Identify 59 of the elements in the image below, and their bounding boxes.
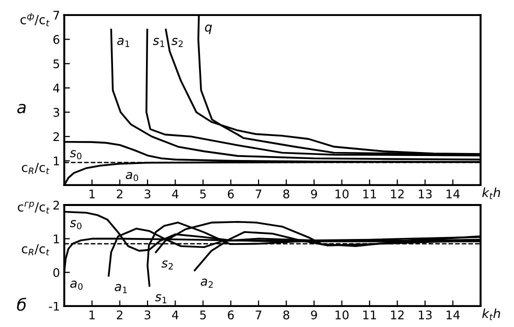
x-tick-label: 13 — [418, 189, 432, 198]
x-tick-label: 2 — [116, 189, 122, 198]
x-tick-label: 12 — [391, 189, 404, 198]
x-tick-label: 11 — [363, 190, 376, 198]
x-tick-label: 3 — [144, 310, 150, 320]
x-tick-label: 11 — [363, 310, 376, 320]
y-tick-label: 6 — [53, 35, 60, 44]
x-tick-label: 7 — [256, 190, 262, 198]
series-label: s$_{2}$ — [172, 38, 183, 47]
series-label: a$_{1}$ — [114, 284, 127, 294]
y-tick-label: 4 — [53, 84, 60, 92]
x-axis-title: k$_{t}$h — [482, 308, 500, 320]
text: б — [17, 298, 26, 311]
x-tick-label: 3 — [144, 189, 150, 198]
series-label: a$_{0}$ — [126, 172, 138, 182]
ref-line-label: c$_{R}$/c$_{t}$ — [22, 244, 50, 256]
x-tick-label: 5 — [200, 310, 206, 320]
x-tick-label: 14 — [446, 310, 460, 320]
x-tick-label: 9 — [311, 310, 317, 320]
x-tick-label: 14 — [446, 190, 460, 198]
series-label: a$_{0}$ — [70, 280, 83, 290]
x-tick-label: 9 — [311, 189, 317, 198]
series-label: s$_{0}$ — [70, 150, 82, 160]
x-tick-label: 5 — [200, 190, 206, 198]
y-tick-label: 7 — [54, 10, 60, 20]
x-tick-label: 8 — [283, 310, 290, 320]
y-axis-title: c$^{гр}$/c$_{t}$ — [18, 202, 50, 214]
y-tick-label: 1 — [54, 156, 59, 166]
y-axis-title: c$^{ф}$/c$_{t}$ — [20, 12, 50, 26]
y-tick-label: 3 — [53, 108, 60, 117]
text: а — [17, 104, 26, 114]
series-label: s$_{2}$ — [162, 260, 173, 270]
series-label: q — [204, 24, 212, 34]
y-tick-label: -1 — [48, 302, 59, 311]
x-tick-label: 6 — [228, 189, 234, 198]
y-tick-label: 5 — [53, 60, 60, 68]
x-tick-label: 10 — [336, 189, 349, 198]
y-tick-label: 2 — [53, 200, 59, 210]
x-axis-title: k$_{t}$h — [482, 188, 500, 200]
x-tick-label: 1 — [90, 190, 95, 198]
x-tick-label: 12 — [391, 310, 404, 320]
x-tick-label: 10 — [336, 310, 349, 320]
series-label: s$_{1}$ — [155, 294, 166, 304]
series-label: a$_{2}$ — [200, 278, 213, 288]
series-label: s$_{0}$ — [70, 220, 82, 230]
y-tick-label: 2 — [53, 132, 59, 141]
series-label: a$_{1}$ — [117, 38, 130, 47]
x-tick-label: 7 — [256, 310, 262, 320]
x-tick-label: 2 — [116, 310, 122, 320]
series-label: s$_{1}$ — [152, 38, 164, 47]
x-tick-label: 6 — [228, 310, 234, 320]
y-tick-label: 0 — [53, 268, 60, 278]
y-tick-label: 1 — [54, 234, 59, 244]
x-tick-label: 8 — [283, 189, 290, 198]
x-tick-label: 1 — [90, 310, 95, 320]
ref-line-label: c$_{R}$/c$_{t}$ — [22, 162, 50, 174]
x-tick-label: 4 — [172, 310, 178, 320]
x-tick-label: 13 — [418, 310, 432, 320]
x-tick-label: 4 — [172, 190, 178, 198]
